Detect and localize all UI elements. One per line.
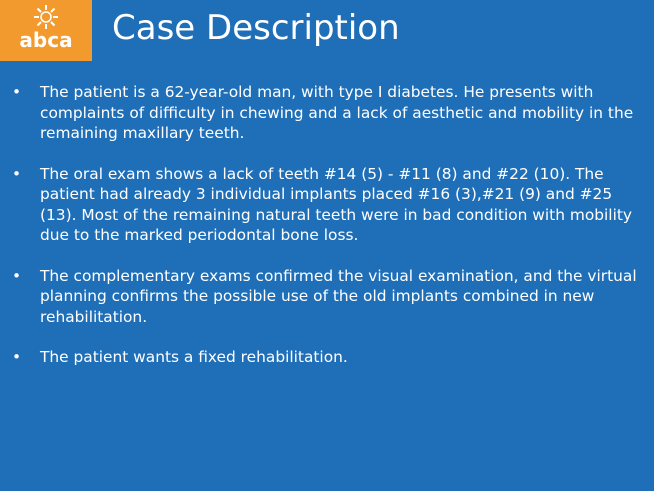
bullet-text: The patient wants a fixed rehabilitation… [40,348,348,366]
bullet-list: • The patient is a 62-year-old man, with … [12,82,642,388]
bullet-item: • The oral exam shows a lack of teeth #14… [12,164,642,246]
bullet-text: The patient is a 62-year-old man, with t… [40,83,634,142]
bullet-icon: • [12,266,22,285]
logo: abca [0,0,92,61]
bullet-item: • The patient is a 62-year-old man, with … [12,82,642,144]
sun-icon [34,5,58,29]
bullet-icon: • [12,348,22,366]
logo-wordmark: abca [19,28,73,52]
bullet-text: The complementary exams confirmed the vi… [40,266,637,326]
bullet-item: • The patient wants a fixed rehabilitatio… [12,347,642,368]
bullet-icon: • [12,83,22,101]
bullet-text: The oral exam shows a lack of teeth #14 … [40,164,632,245]
slide-title: Case Description [112,8,400,48]
bullet-item: • The complementary exams confirmed the v… [12,266,642,328]
bullet-icon: • [12,164,22,183]
